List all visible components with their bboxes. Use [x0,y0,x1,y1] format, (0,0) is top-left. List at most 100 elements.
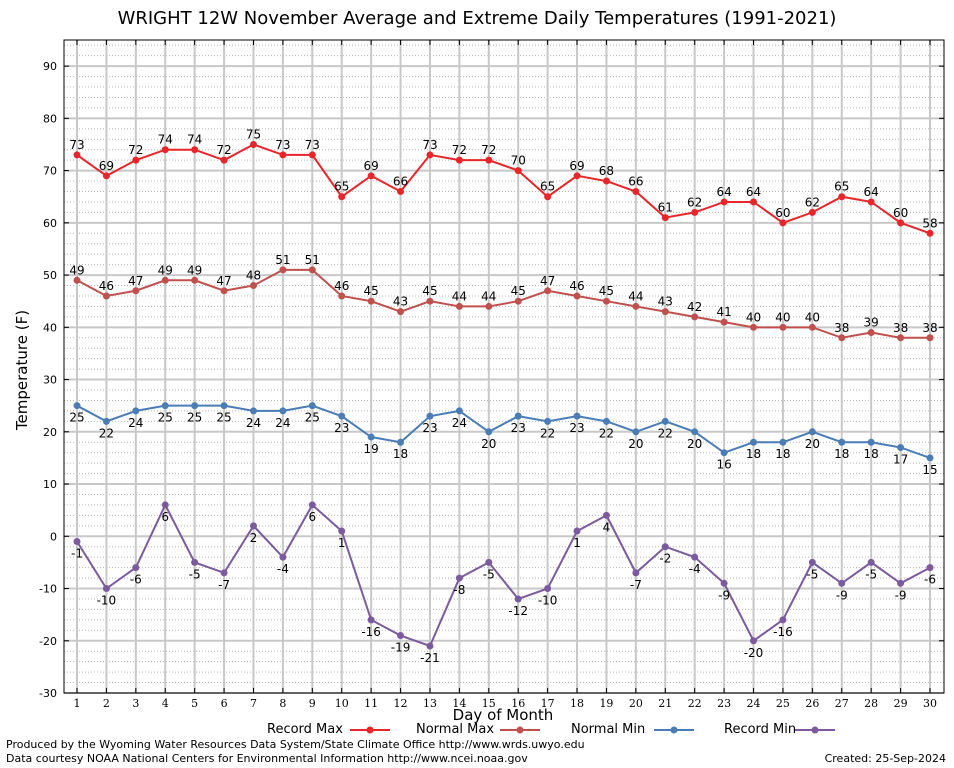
data-point [632,187,640,195]
data-label: 72 [128,143,143,157]
data-point [720,198,728,206]
data-point [102,585,110,593]
data-point [544,585,552,593]
data-point [661,543,669,551]
legend-label-normal-max: Normal Max [416,722,495,737]
data-label: -5 [806,567,818,581]
data-label: -16 [773,625,793,639]
data-point [367,172,375,180]
data-label: 74 [187,133,202,147]
data-point [397,187,405,195]
data-label: 48 [246,269,261,283]
x-tick-label: 18 [570,697,584,710]
data-label: -4 [277,562,289,576]
y-tick-label: 70 [43,165,57,178]
data-point [602,297,610,305]
data-label: -1 [71,547,83,561]
data-point [661,417,669,425]
data-label: 1 [338,536,346,550]
data-label: 51 [275,253,290,267]
x-tick-label: 25 [776,697,790,710]
data-label: 25 [158,411,173,425]
data-point [308,266,316,274]
data-point [750,637,758,645]
data-point [220,287,228,295]
x-tick-label: 7 [250,697,257,710]
data-point [897,334,905,342]
data-point [161,146,169,154]
data-point [161,276,169,284]
data-label: 20 [481,437,496,451]
data-label: 15 [922,463,937,477]
data-point [338,292,346,300]
data-label: 22 [599,426,614,440]
data-point [73,538,81,546]
data-label: 18 [834,447,849,461]
data-label: 66 [393,174,408,188]
data-label: 47 [128,274,143,288]
data-label: 45 [422,284,437,298]
data-point [426,642,434,650]
data-point [720,449,728,457]
data-point [602,177,610,185]
data-label: 22 [658,426,673,440]
data-point [808,428,816,436]
data-point [426,412,434,420]
data-point [779,219,787,227]
data-label: -5 [865,567,877,581]
data-point [573,527,581,535]
data-label: 61 [658,201,673,215]
data-label: -4 [689,562,701,576]
data-point [544,193,552,201]
data-label: -2 [659,552,671,566]
data-point [249,522,257,530]
data-label: 40 [746,310,761,324]
data-label: -20 [744,646,764,660]
y-tick-label: 80 [43,112,57,125]
data-label: 73 [69,138,84,152]
data-label: 66 [628,174,643,188]
data-label: 64 [716,185,731,199]
data-point [661,308,669,316]
data-label: 18 [746,447,761,461]
data-point [279,407,287,415]
data-point [279,151,287,159]
legend-marker-2 [670,726,678,734]
data-label: 40 [805,310,820,324]
x-tick-label: 8 [279,697,286,710]
y-tick-label: 20 [43,426,57,439]
data-label: -10 [97,594,117,608]
data-point [838,334,846,342]
data-point [867,198,875,206]
data-label: 73 [305,138,320,152]
data-label: 4 [603,520,611,534]
data-label: 19 [363,442,378,456]
data-label: 46 [569,279,584,293]
x-tick-label: 19 [599,697,613,710]
data-point [485,558,493,566]
x-tick-label: 22 [688,697,702,710]
data-label: 24 [128,416,143,430]
data-point [73,151,81,159]
data-label: 44 [628,289,643,303]
data-point [455,302,463,310]
y-tick-label: 40 [43,321,57,334]
data-point [455,156,463,164]
y-tick-label: -20 [39,635,57,648]
data-label: 62 [687,195,702,209]
data-label: 24 [246,416,261,430]
x-tick-label: 24 [747,697,761,710]
x-axis-label: Day of Month [452,706,554,724]
data-point [808,323,816,331]
data-point [691,313,699,321]
data-point [838,193,846,201]
data-point [191,146,199,154]
data-label: 23 [334,421,349,435]
data-label: 18 [864,447,879,461]
data-point [279,266,287,274]
credit-producer: Produced by the Wyoming Water Resources … [6,738,585,751]
data-point [279,553,287,561]
x-tick-label: 15 [482,697,496,710]
data-point [191,402,199,410]
